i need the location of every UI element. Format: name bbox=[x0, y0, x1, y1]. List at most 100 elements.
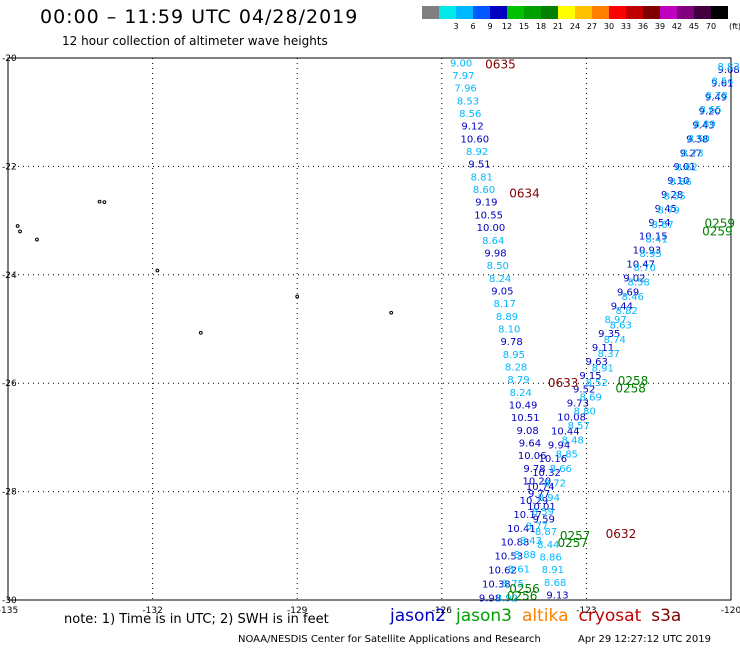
wave-height-value: 8.63 bbox=[610, 321, 632, 332]
legend-swatch bbox=[575, 6, 592, 19]
wave-height-value: 9.10 bbox=[667, 176, 689, 187]
wave-height-value: 9.78 bbox=[500, 337, 522, 348]
legend-swatch bbox=[456, 6, 473, 19]
wave-height-value: 9.61 bbox=[711, 79, 733, 90]
wave-height-value: 8.48 bbox=[562, 435, 584, 446]
wave-height-value: 9.15 bbox=[579, 371, 601, 382]
legend-swatch bbox=[660, 6, 677, 19]
wave-height-value: 8.53 bbox=[457, 96, 479, 107]
wave-height-value: 8.87 bbox=[535, 527, 557, 538]
wave-height-value: 8.10 bbox=[498, 324, 520, 335]
wave-height-value: 10.49 bbox=[509, 400, 538, 411]
wave-height-value: 10.74 bbox=[526, 482, 555, 493]
wave-height-value: 8.55 bbox=[664, 191, 686, 202]
pass-time-label: 0259 bbox=[704, 216, 735, 230]
wave-height-value: 8.95 bbox=[503, 350, 525, 361]
pass-time-label: 0633 bbox=[548, 376, 579, 390]
legend-label: 36 bbox=[637, 22, 649, 31]
pass-time-label: 0258 bbox=[615, 382, 646, 396]
wave-height-value: 9.63 bbox=[586, 357, 608, 368]
pass-time-label: 0634 bbox=[509, 187, 540, 201]
wave-height-value: 10.55 bbox=[474, 210, 503, 221]
legend-swatch bbox=[558, 6, 575, 19]
wave-height-value: 9.54 bbox=[648, 218, 670, 229]
wave-height-value: 8.61 bbox=[508, 565, 530, 576]
wave-height-value: 9.19 bbox=[475, 198, 497, 209]
wave-height-value: 9.98 bbox=[484, 248, 506, 259]
wave-height-value: 8.43 bbox=[520, 536, 542, 547]
legend-label: 70 bbox=[705, 22, 717, 31]
wave-height-value: 8.75 bbox=[502, 579, 524, 590]
wave-height-value: 8.82 bbox=[616, 306, 638, 317]
lat-tick-label: -24 bbox=[2, 271, 17, 281]
wave-height-value: 8.60 bbox=[473, 185, 495, 196]
wave-height-value: 8.91 bbox=[592, 364, 614, 375]
wave-height-value: 9.35 bbox=[598, 329, 620, 340]
satellite-name: s3a bbox=[651, 606, 682, 626]
wave-height-value: 9.11 bbox=[592, 343, 614, 354]
wave-height-value: 8.56 bbox=[459, 109, 481, 120]
wave-height-value: 8.50 bbox=[687, 134, 709, 145]
wave-height-value: 8.59 bbox=[532, 507, 554, 518]
wave-height-value: 8.77 bbox=[526, 522, 548, 533]
legend-label: 18 bbox=[535, 22, 547, 31]
lat-tick-label: -26 bbox=[2, 379, 17, 389]
wave-height-value: 10.93 bbox=[633, 246, 662, 257]
legend-label: 30 bbox=[603, 22, 615, 31]
pass-time-label: 0256 bbox=[509, 582, 540, 596]
wave-height-value: 8.69 bbox=[580, 392, 602, 403]
wave-height-value: 8.41 bbox=[646, 234, 668, 245]
map-subtitle: 12 hour collection of altimeter wave hei… bbox=[62, 34, 328, 48]
wave-height-value: 10.17 bbox=[513, 510, 542, 521]
wave-height-value: 8.74 bbox=[604, 335, 626, 346]
wave-height-value: 8.37 bbox=[598, 349, 620, 360]
satellite-name: jason2 bbox=[390, 606, 446, 626]
satellite-name: jason3 bbox=[456, 606, 512, 626]
island-marker bbox=[295, 294, 300, 299]
wave-height-value: 8.97 bbox=[604, 315, 626, 326]
generated-timestamp: Apr 29 12:27:12 UTC 2019 bbox=[578, 634, 711, 645]
legend-label: 24 bbox=[569, 22, 581, 31]
wave-height-value: 8.92 bbox=[466, 147, 488, 158]
legend-swatch bbox=[541, 6, 558, 19]
wave-height-value: 10.06 bbox=[518, 451, 547, 462]
legend-swatch bbox=[439, 6, 456, 19]
legend-label: 9 bbox=[487, 22, 493, 31]
wave-height-value: 8.91 bbox=[542, 565, 564, 576]
wave-height-value: 8.79 bbox=[507, 375, 529, 386]
wave-height-value: 8.28 bbox=[505, 362, 527, 373]
island-marker bbox=[102, 200, 107, 205]
wave-height-value: 9.01 bbox=[674, 162, 696, 173]
island-marker bbox=[18, 229, 22, 234]
wave-height-value: 9.20 bbox=[699, 107, 721, 118]
wave-height-value: 9.49 bbox=[705, 93, 727, 104]
legend-swatch bbox=[473, 6, 490, 19]
wave-height-value: 9.08 bbox=[717, 65, 739, 76]
wave-height-value: 9.45 bbox=[655, 204, 677, 215]
wave-height-value: 7.97 bbox=[452, 71, 474, 82]
wave-height-value: 10.15 bbox=[639, 232, 668, 243]
satellite-name: altika bbox=[522, 606, 569, 626]
wave-height-value: 10.47 bbox=[626, 260, 655, 271]
lon-tick-label: -132 bbox=[142, 606, 162, 616]
legend-label: 33 bbox=[620, 22, 632, 31]
lon-tick-label: -135 bbox=[0, 606, 18, 616]
wave-height-value: 10.29 bbox=[520, 496, 549, 507]
wave-height-value: 8.54 bbox=[711, 76, 733, 87]
map-title: 00:00 – 11:59 UTC 04/28/2019 bbox=[40, 6, 359, 28]
island-marker bbox=[15, 224, 20, 228]
lon-tick-label: -126 bbox=[432, 606, 453, 616]
footer-note: note: 1) Time is in UTC; 2) SWH is in fe… bbox=[64, 612, 329, 627]
island-marker bbox=[198, 330, 203, 335]
wave-height-value: 8.83 bbox=[717, 62, 739, 73]
legend-swatch bbox=[643, 6, 660, 19]
wave-height-value: 8.24 bbox=[489, 274, 511, 285]
lat-tick-label: -20 bbox=[2, 54, 17, 64]
wave-height-value: 8.70 bbox=[634, 263, 656, 274]
legend-swatch bbox=[422, 6, 439, 19]
legend-swatch bbox=[626, 6, 643, 19]
pass-time-label: 0635 bbox=[485, 58, 516, 72]
legend-swatch bbox=[524, 6, 541, 19]
wave-height-value: 9.43 bbox=[692, 120, 714, 131]
